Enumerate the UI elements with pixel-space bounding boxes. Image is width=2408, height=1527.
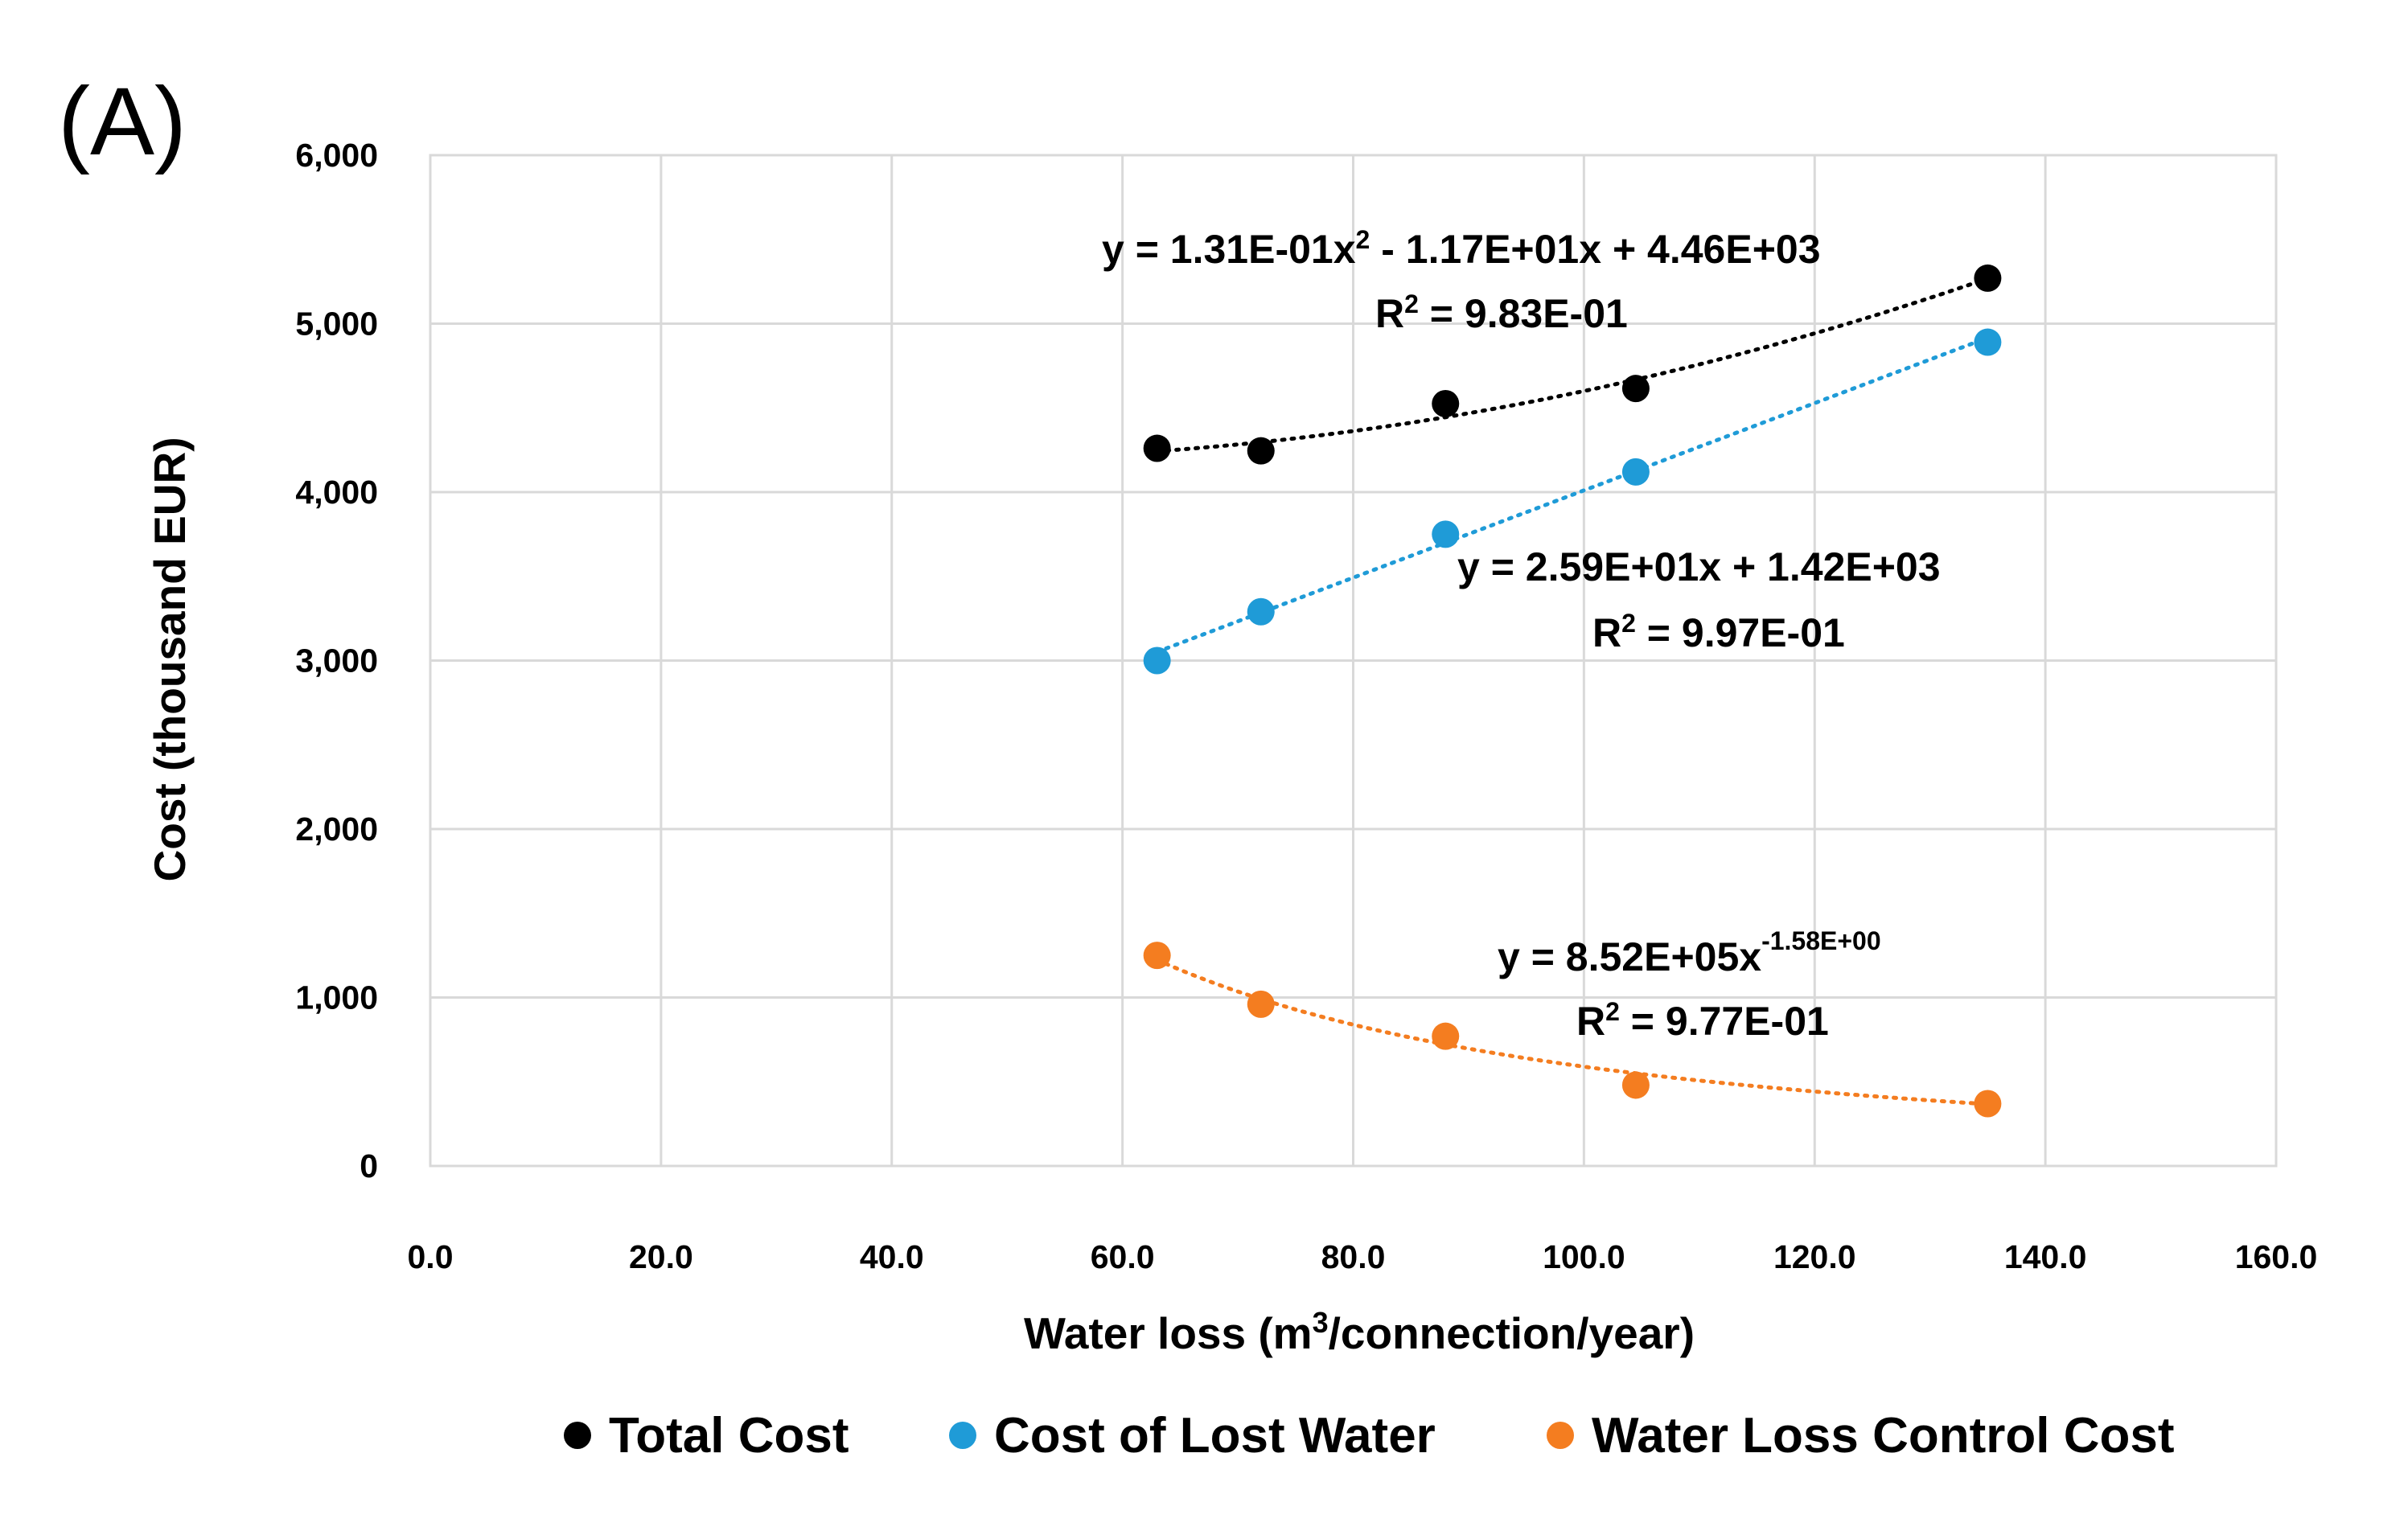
x-tick-label-160-0: 160.0 [2235, 1238, 2318, 1275]
point-water-loss-control-cost-1 [1247, 990, 1275, 1018]
x-axis-title: Water loss (m3/connection/year) [1024, 1306, 1695, 1358]
legend-marker-cost-of-lost-water [949, 1422, 976, 1449]
trendlines [1155, 276, 1990, 1106]
r2-total-cost-sup: 2 [1404, 289, 1419, 318]
x-tick-label-20-0: 20.0 [629, 1238, 693, 1275]
panel-label: (A) [58, 68, 187, 175]
point-cost-of-lost-water-3 [1621, 458, 1650, 486]
r2-cost-of-lost-water-r: R [1592, 610, 1621, 655]
point-cost-of-lost-water-1 [1247, 597, 1275, 626]
legend-marker-total-cost [564, 1422, 591, 1449]
point-water-loss-control-cost-3 [1621, 1071, 1650, 1099]
point-total-cost-2 [1432, 390, 1460, 418]
equation-total-cost-tail: - 1.17E+01x + 4.46E+03 [1370, 227, 1820, 272]
r2-water-loss-control-cost: R2 = 9.77E-01 [1576, 997, 1829, 1044]
r2-water-loss-control-cost-r: R [1576, 999, 1605, 1044]
x-axis-title-suffix: /connection/year) [1329, 1308, 1695, 1358]
x-axis-title-prefix: Water loss (m [1024, 1308, 1313, 1358]
point-cost-of-lost-water-0 [1143, 647, 1171, 675]
point-total-cost-4 [1974, 264, 2002, 292]
x-tick-label-0-0: 0.0 [408, 1238, 454, 1275]
equation-water-loss-control-cost: y = 8.52E+05x-1.58E+00 [1498, 926, 1881, 979]
y-tick-label-2-000: 2,000 [295, 811, 378, 848]
plot-area-frame [429, 154, 2278, 1168]
trendline-cost-of-lost-water [1155, 335, 1990, 655]
equation-cost-of-lost-water: y = 2.59E+01x + 1.42E+03 [1457, 544, 1941, 589]
r2-water-loss-control-cost-sup: 2 [1605, 997, 1620, 1026]
legend: Total Cost Cost of Lost Water Water Loss… [564, 1408, 2175, 1463]
point-water-loss-control-cost-0 [1143, 942, 1171, 970]
equation-cost-of-lost-water-main: y = 2.59E+01x + 1.42E+03 [1457, 544, 1941, 589]
legend-label-total-cost: Total Cost [609, 1408, 849, 1463]
legend-marker-water-loss-control-cost [1547, 1422, 1574, 1449]
x-axis-ticks: 0.0 20.0 40.0 60.0 80.0 100.0 120.0 140.0 160.0 [408, 1238, 2318, 1275]
equation-total-cost: y = 1.31E-01x2 - 1.17E+01x + 4.46E+03 [1102, 225, 1821, 272]
x-tick-label-60-0: 60.0 [1091, 1238, 1155, 1275]
point-total-cost-1 [1247, 437, 1275, 465]
r2-cost-of-lost-water-sup: 2 [1621, 609, 1636, 638]
r2-total-cost-value: = 9.83E-01 [1419, 291, 1628, 336]
equation-water-loss-control-cost-sup: -1.58E+00 [1761, 926, 1881, 955]
y-tick-label-5-000: 5,000 [295, 306, 378, 343]
trendline-total-cost [1155, 276, 1990, 454]
x-tick-label-100-0: 100.0 [1543, 1238, 1625, 1275]
y-tick-label-3-000: 3,000 [295, 642, 378, 679]
data-points [1143, 264, 2002, 1118]
point-cost-of-lost-water-2 [1432, 520, 1460, 548]
y-tick-label-6-000: 6,000 [295, 137, 378, 174]
point-total-cost-3 [1621, 375, 1650, 403]
r2-cost-of-lost-water: R2 = 9.97E-01 [1592, 609, 1845, 655]
x-tick-label-80-0: 80.0 [1321, 1238, 1386, 1275]
legend-label-water-loss-control-cost: Water Loss Control Cost [1592, 1408, 2175, 1463]
trendline-water-loss-control-cost [1155, 958, 1990, 1106]
y-tick-label-0: 0 [360, 1147, 378, 1184]
point-water-loss-control-cost-2 [1432, 1022, 1460, 1050]
legend-label-cost-of-lost-water: Cost of Lost Water [994, 1408, 1436, 1463]
equation-water-loss-control-cost-main: y = 8.52E+05x [1498, 934, 1761, 979]
point-cost-of-lost-water-4 [1974, 328, 2002, 356]
y-axis-ticks: 0 1,000 2,000 3,000 4,000 5,000 6,000 [295, 137, 378, 1184]
point-total-cost-0 [1143, 434, 1171, 462]
r2-cost-of-lost-water-value: = 9.97E-01 [1636, 610, 1845, 655]
x-tick-label-120-0: 120.0 [1773, 1238, 1856, 1275]
r2-total-cost: R2 = 9.83E-01 [1375, 289, 1628, 336]
y-tick-label-1-000: 1,000 [295, 979, 378, 1016]
r2-total-cost-r: R [1375, 291, 1404, 336]
x-tick-label-140-0: 140.0 [2004, 1238, 2087, 1275]
y-axis-title: Cost (thousand EUR) [145, 437, 195, 881]
x-tick-label-40-0: 40.0 [860, 1238, 924, 1275]
equation-total-cost-main: y = 1.31E-01x [1102, 227, 1356, 272]
x-axis-title-sup: 3 [1313, 1306, 1329, 1339]
r2-water-loss-control-cost-value: = 9.77E-01 [1620, 999, 1829, 1044]
equation-total-cost-sup: 2 [1356, 225, 1370, 254]
y-tick-label-4-000: 4,000 [295, 474, 378, 511]
point-water-loss-control-cost-4 [1974, 1090, 2002, 1118]
